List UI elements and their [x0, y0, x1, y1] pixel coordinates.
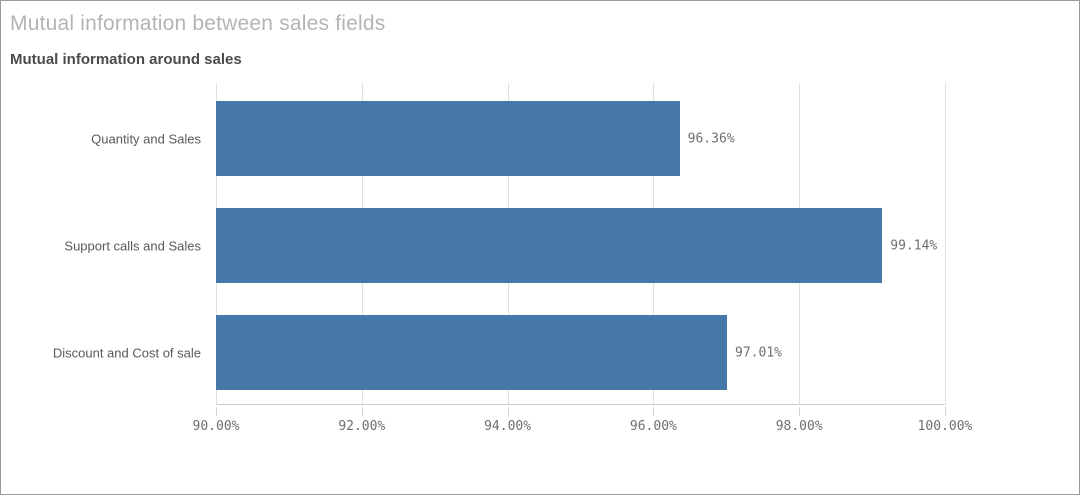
- bar-value-label: 96.36%: [687, 131, 735, 146]
- x-tick-label: 98.00%: [775, 419, 823, 434]
- bar-chart-plot-area: 90.00% 92.00% 94.00% 96.00% 98.00% 100.00% 96…: [193, 83, 972, 434]
- category-label[interactable]: Discount and Cost of sale: [52, 345, 201, 360]
- axis-tick: [653, 407, 655, 416]
- x-tick-label: 96.00%: [629, 419, 677, 434]
- axis-tick: [799, 407, 801, 416]
- bar-value-label: 97.01%: [735, 345, 782, 360]
- x-tick-label: 100.00%: [917, 419, 973, 434]
- x-axis-line: [216, 404, 945, 405]
- category-label[interactable]: Quantity and Sales: [91, 131, 201, 146]
- category-label[interactable]: Support calls and Sales: [64, 238, 201, 253]
- bar[interactable]: [216, 315, 728, 390]
- chart-subtitle: Mutual information around sales: [10, 51, 242, 68]
- bar-value-label: 99.14%: [890, 238, 938, 253]
- grid-line: [945, 83, 946, 404]
- x-tick-label: 92.00%: [338, 419, 386, 434]
- x-tick-label: 94.00%: [484, 419, 532, 434]
- axis-tick: [507, 407, 509, 416]
- axis-tick: [361, 407, 363, 416]
- x-tick-label: 90.00%: [192, 419, 240, 434]
- axis-tick: [945, 407, 946, 416]
- bar[interactable]: [216, 101, 680, 176]
- bar[interactable]: [216, 208, 883, 283]
- axis-tick: [216, 407, 217, 416]
- chart-title: Mutual information between sales fields: [10, 12, 386, 35]
